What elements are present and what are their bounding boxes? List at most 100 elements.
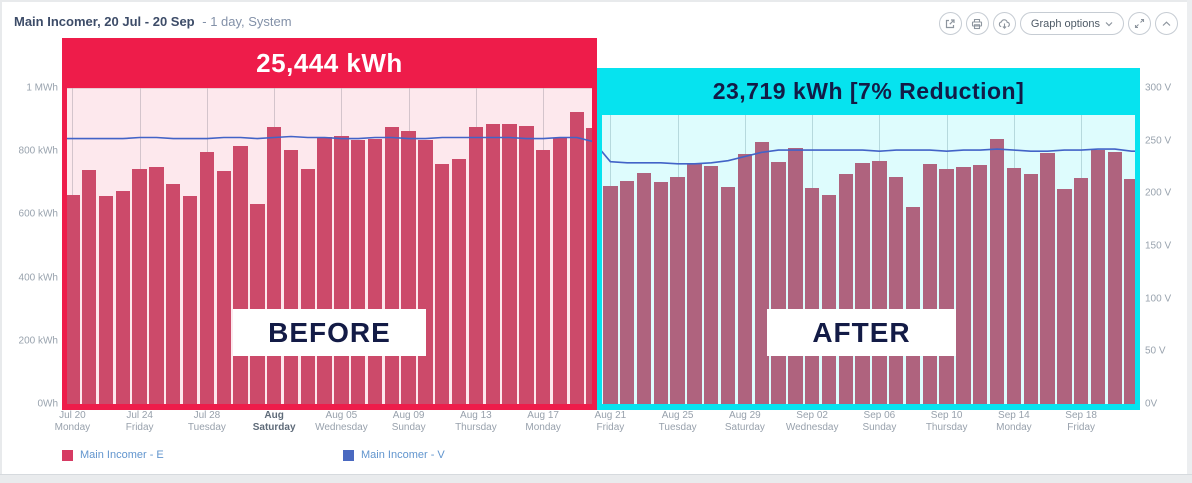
energy-bar[interactable] xyxy=(216,170,231,404)
x-axis-tick: Aug Saturday xyxy=(252,410,296,433)
y-axis-tick-left: 400 kWh xyxy=(18,272,58,284)
export-button[interactable] xyxy=(938,12,962,35)
after-total-banner: 23,719 kWh [7% Reduction] xyxy=(602,68,1135,115)
before-total-banner: 25,444 kWh xyxy=(67,38,592,88)
y-axis-tick-right: 100 V xyxy=(1145,293,1172,305)
energy-bar[interactable] xyxy=(535,149,551,404)
before-region-frame: 25,444 kWh xyxy=(62,38,597,410)
y-axis-tick-right: 150 V xyxy=(1145,240,1172,252)
y-axis-tick-right: 0V xyxy=(1145,398,1158,410)
graph-options-button[interactable]: Graph options xyxy=(1019,12,1124,35)
legend-swatch-energy xyxy=(62,449,73,461)
after-region-frame: 23,719 kWh [7% Reduction] xyxy=(597,68,1140,410)
page-title: Main Incomer, 20 Jul - 20 Sep xyxy=(14,14,195,29)
energy-bar[interactable] xyxy=(1023,173,1038,404)
energy-bar[interactable] xyxy=(1107,152,1122,404)
energy-bar[interactable] xyxy=(502,124,517,404)
energy-bar[interactable] xyxy=(720,186,736,404)
energy-bar[interactable] xyxy=(199,152,215,404)
energy-bar[interactable] xyxy=(552,138,568,404)
legend-label-voltage: Main Incomer - V xyxy=(361,449,445,461)
energy-bar[interactable] xyxy=(82,169,97,404)
y-axis-tick-left: 0Wh xyxy=(37,398,58,410)
after-label: AFTER xyxy=(767,309,956,356)
energy-bar[interactable] xyxy=(653,182,669,404)
cloud-download-icon xyxy=(998,18,1011,30)
x-axis-tick: Sep 02 Wednesday xyxy=(785,410,839,433)
panel-edge xyxy=(0,0,1192,2)
x-axis-tick: Sep 10 Thursday xyxy=(925,410,968,433)
energy-bar[interactable] xyxy=(1057,188,1072,404)
x-axis-tick: Jul 24 Friday xyxy=(125,410,154,433)
y-axis-tick-right: 250 V xyxy=(1145,135,1172,147)
chevron-up-icon xyxy=(1162,20,1171,27)
y-axis-tick-right: 300 V xyxy=(1145,82,1172,94)
energy-bar[interactable] xyxy=(670,177,685,404)
legend-item-voltage[interactable]: Main Incomer - V xyxy=(343,449,445,461)
toolbar: Graph options xyxy=(938,12,1178,35)
energy-bar[interactable] xyxy=(468,126,484,404)
resize-diagonal-icon xyxy=(1134,18,1145,29)
energy-bar[interactable] xyxy=(115,190,131,404)
x-axis-tick: Aug 21 Friday xyxy=(594,410,627,433)
graph-options-label: Graph options xyxy=(1030,17,1100,30)
x-axis-tick: Sep 14 Monday xyxy=(996,410,1032,433)
energy-bar[interactable] xyxy=(435,163,450,404)
energy-bar[interactable] xyxy=(956,166,971,404)
x-axis-tick: Jul 20 Monday xyxy=(54,410,91,433)
energy-bar[interactable] xyxy=(687,163,702,404)
energy-bar[interactable] xyxy=(451,159,467,404)
energy-bar[interactable] xyxy=(989,138,1005,404)
print-icon xyxy=(971,18,983,30)
before-label: BEFORE xyxy=(233,309,426,356)
legend-item-energy[interactable]: Main Incomer - E xyxy=(62,449,164,461)
print-button[interactable] xyxy=(965,12,989,35)
energy-bar[interactable] xyxy=(1073,178,1089,404)
energy-bar[interactable] xyxy=(485,124,500,404)
panel-edge xyxy=(1187,0,1192,483)
panel-edge xyxy=(0,0,2,483)
energy-bar[interactable] xyxy=(98,196,114,404)
legend-label-energy: Main Incomer - E xyxy=(80,449,164,461)
energy-bar[interactable] xyxy=(519,125,534,404)
energy-bar[interactable] xyxy=(1040,153,1055,404)
legend-swatch-voltage xyxy=(343,449,354,461)
y-axis-tick-left: 200 kWh xyxy=(18,335,58,347)
x-axis-tick: Aug 17 Monday xyxy=(525,410,561,433)
y-axis-tick-left: 1 MWh xyxy=(26,82,58,94)
energy-bar[interactable] xyxy=(1090,149,1106,404)
x-axis-tick: Jul 28 Tuesday xyxy=(187,410,226,433)
download-button[interactable] xyxy=(992,12,1016,35)
x-axis-tick: Aug 13 Thursday xyxy=(455,410,497,433)
collapse-button[interactable] xyxy=(1155,12,1178,35)
y-axis-tick-left: 800 kWh xyxy=(18,145,58,157)
x-axis-tick: Aug 25 Tuesday xyxy=(658,410,697,433)
energy-bar[interactable] xyxy=(166,183,181,404)
y-axis-tick-right: 200 V xyxy=(1145,187,1172,199)
x-axis-tick: Sep 06 Sunday xyxy=(862,410,897,433)
x-axis-tick: Sep 18 Friday xyxy=(1065,410,1097,433)
energy-bar[interactable] xyxy=(704,166,719,404)
chevron-down-icon xyxy=(1105,21,1113,27)
energy-bar[interactable] xyxy=(636,172,652,404)
export-icon xyxy=(944,18,956,30)
energy-bar[interactable] xyxy=(973,164,988,404)
energy-bar[interactable] xyxy=(737,154,753,404)
y-axis-tick-left: 600 kWh xyxy=(18,208,58,220)
energy-bar[interactable] xyxy=(149,167,164,404)
x-axis-tick: Aug 29 Saturday xyxy=(724,410,765,433)
energy-bar[interactable] xyxy=(569,111,584,404)
energy-bar[interactable] xyxy=(182,196,198,404)
energy-bar[interactable] xyxy=(620,181,635,404)
x-axis-tick: Aug 05 Wednesday xyxy=(315,410,368,433)
energy-bar[interactable] xyxy=(1006,167,1022,404)
energy-bar[interactable] xyxy=(65,195,80,404)
y-axis-tick-right: 50 V xyxy=(1145,345,1166,357)
resize-button[interactable] xyxy=(1128,12,1151,35)
energy-bar[interactable] xyxy=(754,142,769,404)
page-background-strip xyxy=(0,474,1192,483)
x-axis-tick: Aug 09 Sunday xyxy=(391,410,426,433)
energy-bar[interactable] xyxy=(132,168,147,404)
energy-bar[interactable] xyxy=(603,185,618,404)
